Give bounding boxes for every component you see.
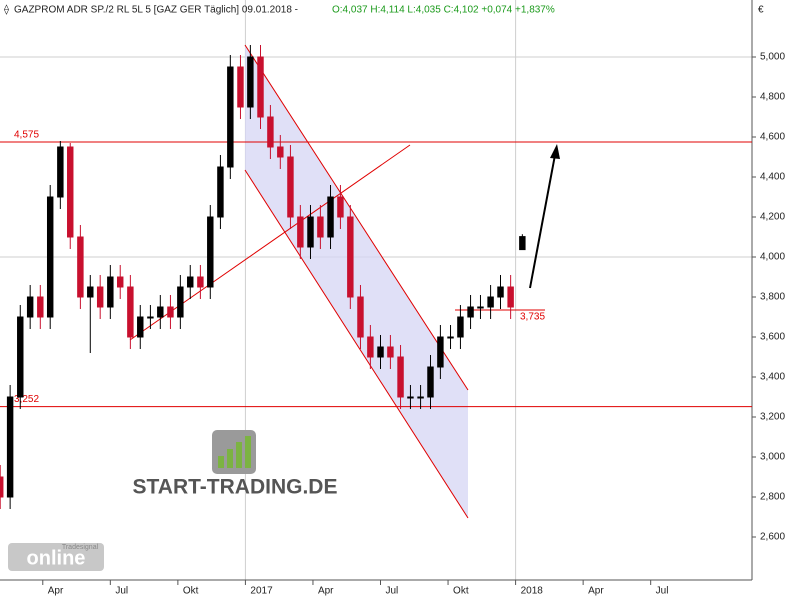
candle-body <box>257 56 264 118</box>
candle-body <box>267 116 274 148</box>
candle-body <box>107 276 114 308</box>
candle-body <box>0 476 4 498</box>
level-label: 4,575 <box>14 130 39 141</box>
brand-small: Tradesignal <box>62 544 99 551</box>
candle-body <box>457 316 464 338</box>
x-tick-label: Jul <box>386 586 399 597</box>
y-tick-label: 3,600 <box>760 332 785 343</box>
brand: online <box>27 547 86 569</box>
candle-body <box>337 196 344 218</box>
candle-body <box>247 56 254 108</box>
currency: € <box>758 5 764 16</box>
trend-channel <box>245 45 468 518</box>
candle-body <box>357 296 364 338</box>
candle-body <box>317 216 324 238</box>
candle-body <box>477 306 484 309</box>
candle-body <box>197 276 204 288</box>
candle-body <box>67 146 74 238</box>
candle-body <box>96 286 104 308</box>
candle-body <box>37 296 44 318</box>
candle-body <box>467 306 474 318</box>
y-tick-label: 3,800 <box>760 292 785 303</box>
x-tick-label: Apr <box>318 586 334 597</box>
y-tick-label: 4,800 <box>760 92 785 103</box>
x-tick-label: Apr <box>588 586 604 597</box>
candle-body <box>6 396 14 498</box>
candle-body <box>57 146 64 198</box>
candle-body <box>77 236 84 298</box>
candle-body <box>227 66 234 168</box>
header-icon: ⟠ <box>4 4 9 16</box>
candle-body <box>387 346 394 358</box>
x-tick-label: Okt <box>453 586 469 597</box>
candle-body <box>447 336 454 339</box>
candle-body <box>87 286 94 298</box>
y-tick-label: 5,000 <box>760 52 785 63</box>
candle-body <box>117 276 124 288</box>
chart-title: GAZPROM ADR SP./2 RL 5L 5 [GAZ GER Tägli… <box>14 5 298 16</box>
candle-body <box>377 346 384 358</box>
candle-body <box>367 336 374 358</box>
y-tick-label: 4,000 <box>760 252 785 263</box>
candle-body <box>137 316 144 338</box>
y-tick-label: 4,200 <box>760 212 785 223</box>
candle-body <box>327 196 334 238</box>
candle-body <box>17 316 24 398</box>
candle-body <box>427 366 434 398</box>
candle-body <box>167 306 174 318</box>
candle-body <box>127 286 134 338</box>
candle-body <box>507 286 514 308</box>
candle-body <box>519 236 526 251</box>
y-tick-label: 2,600 <box>760 532 785 543</box>
candle-body <box>157 306 164 318</box>
channel-lower <box>244 169 469 519</box>
candle-body <box>407 396 414 399</box>
candle-body <box>207 216 214 288</box>
candle-body <box>287 156 294 218</box>
brand-badge <box>8 543 104 571</box>
candle-body <box>397 356 404 398</box>
arrow-shaft <box>529 154 556 289</box>
candle-body <box>147 316 154 319</box>
arrow-head <box>550 144 560 159</box>
support-label: 3,735 <box>520 312 545 323</box>
x-tick-label: 2017 <box>250 586 273 597</box>
candle-body <box>297 216 304 248</box>
x-tick-label: Apr <box>48 586 64 597</box>
y-tick-label: 3,200 <box>760 412 785 423</box>
x-tick-label: Okt <box>183 586 199 597</box>
channel-upper <box>244 44 469 391</box>
level-label: 3,252 <box>14 394 39 405</box>
y-tick-label: 4,400 <box>760 172 785 183</box>
watermark-logo <box>212 430 256 474</box>
candle-body <box>277 146 284 158</box>
chart-subtitle: O:4,037 H:4,114 L:4,035 C:4,102 +0,074 +… <box>332 5 555 16</box>
x-tick-label: Jul <box>115 586 128 597</box>
candle-body <box>307 216 314 248</box>
candle-body <box>237 66 244 108</box>
candle-body <box>187 276 194 288</box>
candle-body <box>217 166 224 218</box>
x-tick-label: Jul <box>656 586 669 597</box>
y-tick-label: 3,400 <box>760 372 785 383</box>
watermark: START-TRADING.DE <box>133 476 338 499</box>
y-tick-label: 3,000 <box>760 452 785 463</box>
candle-body <box>347 216 354 298</box>
candle-body <box>487 296 494 308</box>
candle-body <box>437 336 444 368</box>
x-tick-label: 2018 <box>521 586 544 597</box>
y-tick-label: 2,800 <box>760 492 785 503</box>
candle-body <box>46 196 54 318</box>
candle-body <box>177 286 184 318</box>
candle-body <box>26 296 34 318</box>
y-tick-label: 4,600 <box>760 132 785 143</box>
trend-line <box>129 144 411 341</box>
candle-body <box>417 396 424 399</box>
candle-body <box>497 286 504 298</box>
